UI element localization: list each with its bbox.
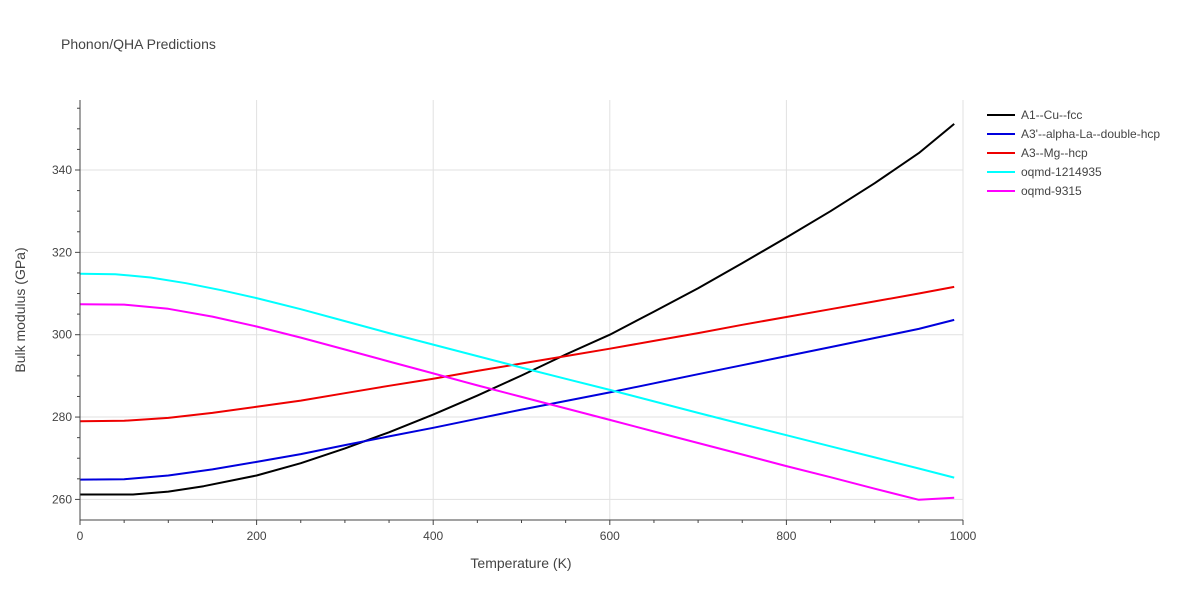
y-tick-label: 340 xyxy=(52,163,72,177)
legend-item[interactable]: oqmd-9315 xyxy=(987,184,1082,198)
legend-item[interactable]: A1--Cu--fcc xyxy=(987,108,1082,122)
y-tick-label: 260 xyxy=(52,492,72,506)
legend-label: A3--Mg--hcp xyxy=(1021,146,1088,160)
legend-label: A1--Cu--fcc xyxy=(1021,108,1082,122)
x-axis-title: Temperature (K) xyxy=(470,555,571,571)
x-tick-label: 800 xyxy=(776,529,796,543)
y-tick-label: 280 xyxy=(52,410,72,424)
grid xyxy=(80,100,964,520)
legend-item[interactable]: oqmd-1214935 xyxy=(987,165,1102,179)
series-line-5 xyxy=(79,303,955,501)
legend-label: A3'--alpha-La--double-hcp xyxy=(1021,127,1160,141)
legend-item[interactable]: A3--Mg--hcp xyxy=(987,146,1088,160)
x-tick-label: 0 xyxy=(77,529,84,543)
axes: 0 200 400 600 800 1000 260 280 300 320 340 xyxy=(52,100,977,543)
y-tick-label: 300 xyxy=(52,328,72,342)
x-tick-label: 400 xyxy=(423,529,443,543)
chart-title: Phonon/QHA Predictions xyxy=(61,36,216,52)
legend[interactable]: A1--Cu--fcc A3'--alpha-La--double-hcp A3--… xyxy=(987,108,1160,198)
legend-label: oqmd-1214935 xyxy=(1021,165,1102,179)
series-line-3 xyxy=(79,285,955,423)
series-line-1 xyxy=(80,123,955,496)
legend-item[interactable]: A3'--alpha-La--double-hcp xyxy=(987,127,1160,141)
series-lines xyxy=(79,123,955,501)
x-tick-label: 1000 xyxy=(950,529,977,543)
series-line-4 xyxy=(79,272,955,479)
y-tick-label: 320 xyxy=(52,245,72,259)
legend-label: oqmd-9315 xyxy=(1021,184,1082,198)
y-axis-title: Bulk modulus (GPa) xyxy=(12,247,28,372)
x-tick-label: 600 xyxy=(600,529,620,543)
series-line-2 xyxy=(79,318,955,481)
x-tick-label: 200 xyxy=(247,529,267,543)
